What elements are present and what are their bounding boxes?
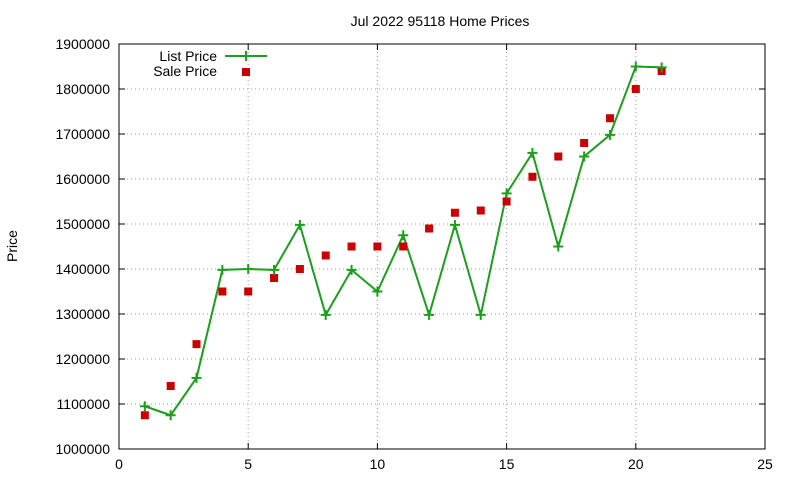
sale-price-point — [218, 287, 227, 296]
sale-price-point — [580, 139, 589, 147]
x-tick-label: 5 — [244, 456, 252, 472]
list-price-point — [449, 219, 460, 230]
sale-price-point — [192, 340, 201, 349]
list-price-point — [475, 309, 486, 320]
list-price-point — [320, 309, 331, 320]
sale-price-point — [554, 152, 563, 161]
x-tick-label: 10 — [370, 456, 386, 472]
y-tick-label: 1300000 — [55, 306, 110, 322]
sale-price-point — [476, 206, 485, 215]
plot-frame — [118, 43, 766, 450]
y-tick-label: 1000000 — [55, 441, 110, 457]
legend-marker-list-price — [241, 51, 251, 61]
list-price-point — [217, 264, 228, 275]
legend-label-sale-price: Sale Price — [153, 63, 217, 79]
x-tick-label: 15 — [499, 456, 515, 472]
tick-labels: 0 5 10 15 20 25 1000000 1100000 1200000 1300000 14… — [55, 36, 773, 472]
list-price-point — [656, 62, 667, 73]
list-price-point — [139, 401, 150, 412]
y-tick-label: 1400000 — [55, 261, 110, 277]
y-tick-label: 1700000 — [55, 126, 110, 142]
y-tick-label: 1900000 — [55, 36, 110, 52]
sale-price-point — [295, 265, 304, 273]
sale-price-point — [502, 197, 511, 206]
sale-price-point — [270, 274, 279, 282]
chart-title: Jul 2022 95118 Home Prices — [351, 13, 530, 29]
y-tick-label: 1200000 — [55, 351, 110, 367]
sale-price-point — [347, 242, 356, 251]
sale-price-point — [631, 85, 640, 93]
list-price-point — [553, 241, 564, 252]
list-price-point — [604, 129, 615, 140]
list-price-point — [372, 286, 383, 297]
list-price-point — [243, 264, 254, 274]
list-price-point — [294, 219, 305, 230]
axis-ticks — [118, 43, 766, 450]
list-price-point — [398, 230, 409, 241]
grid-lines — [119, 44, 765, 449]
legend: List Price Sale Price — [153, 48, 267, 79]
list-price-point — [269, 264, 280, 275]
sale-price-point — [528, 172, 537, 181]
list-price-point — [501, 188, 512, 199]
x-tick-label: 0 — [115, 456, 123, 472]
list-price-point — [527, 147, 538, 158]
sale-price-point — [450, 208, 459, 217]
list-price-point — [630, 61, 641, 72]
list-price-point — [165, 410, 176, 421]
list-price-point — [579, 151, 590, 162]
sale-price-point — [399, 242, 408, 251]
y-tick-label: 1600000 — [55, 171, 110, 187]
sale-price-point — [425, 224, 434, 233]
list-price-point — [191, 372, 202, 383]
y-tick-label: 1800000 — [55, 81, 110, 97]
list-price-point — [424, 309, 435, 320]
list-price-point — [346, 264, 357, 275]
sale-price-point — [321, 251, 330, 260]
y-tick-label: 1100000 — [57, 396, 111, 412]
x-tick-label: 25 — [757, 456, 773, 472]
list-price-line — [144, 65, 662, 417]
legend-marker-sale-price — [242, 68, 250, 76]
y-axis-title: Price — [4, 230, 20, 262]
legend-label-list-price: List Price — [159, 48, 217, 64]
x-tick-label: 20 — [628, 456, 644, 472]
sale-price-point — [244, 287, 253, 296]
sale-price-point — [605, 114, 614, 123]
sale-price-point — [166, 382, 175, 390]
sale-price-point — [140, 411, 149, 420]
series-layer — [139, 61, 667, 421]
y-tick-label: 1500000 — [55, 216, 110, 232]
sale-price-point — [373, 242, 382, 251]
